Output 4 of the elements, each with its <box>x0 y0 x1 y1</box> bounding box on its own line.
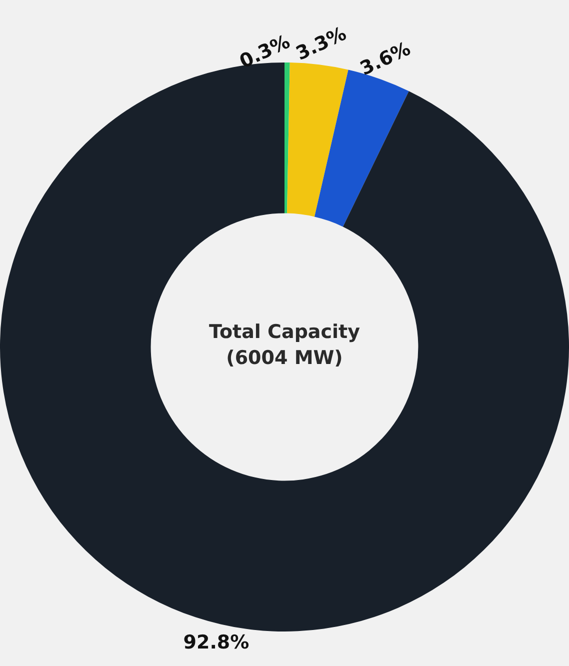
text: Total Capacity <box>209 320 361 343</box>
data-label: 0.3% <box>236 30 294 73</box>
text: (6004 MW) <box>226 346 343 369</box>
data-label: 92.8% <box>183 632 250 654</box>
